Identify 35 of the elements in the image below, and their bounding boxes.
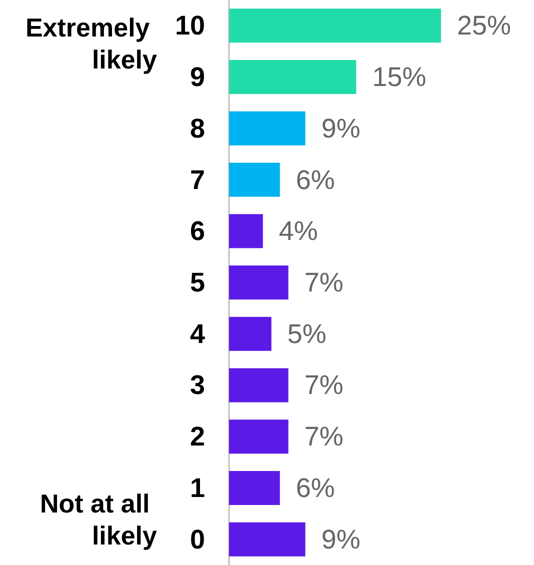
y-tick-label: 2 — [190, 422, 205, 452]
data-label: 7% — [304, 268, 344, 298]
data-label: 9% — [321, 524, 360, 554]
y-tick-label: 5 — [190, 268, 205, 298]
y-tick-label: 1 — [190, 472, 205, 503]
data-label: 15% — [372, 62, 426, 92]
bar — [229, 470, 280, 505]
y-tick-label: 4 — [190, 318, 205, 349]
data-label: 6% — [296, 164, 335, 195]
data-label: 9% — [321, 113, 360, 144]
text: Not at all likely — [40, 488, 158, 550]
text: Extremely likely — [25, 12, 158, 75]
bar — [229, 162, 280, 197]
data-label: 4% — [278, 216, 318, 246]
bar — [229, 316, 272, 351]
y-tick-label: 0 — [190, 524, 205, 554]
data-label: 7% — [304, 422, 344, 452]
y-tick-label: 3 — [190, 370, 205, 400]
data-label: 25% — [457, 10, 512, 41]
bar — [229, 368, 288, 402]
bar — [229, 266, 288, 300]
data-label: 5% — [287, 318, 326, 349]
bar — [229, 111, 306, 146]
y-tick-label: 6 — [190, 216, 205, 246]
bar — [229, 420, 288, 454]
bar — [229, 522, 306, 556]
bar — [229, 8, 441, 43]
data-label: 6% — [296, 472, 335, 503]
y-tick-label: 8 — [190, 113, 205, 144]
bar — [229, 60, 356, 94]
y-tick-label: 9 — [190, 62, 205, 92]
bar — [229, 214, 263, 248]
y-tick-label: 7 — [190, 164, 205, 195]
data-label: 7% — [304, 370, 344, 400]
y-tick-label: 10 — [174, 10, 205, 41]
